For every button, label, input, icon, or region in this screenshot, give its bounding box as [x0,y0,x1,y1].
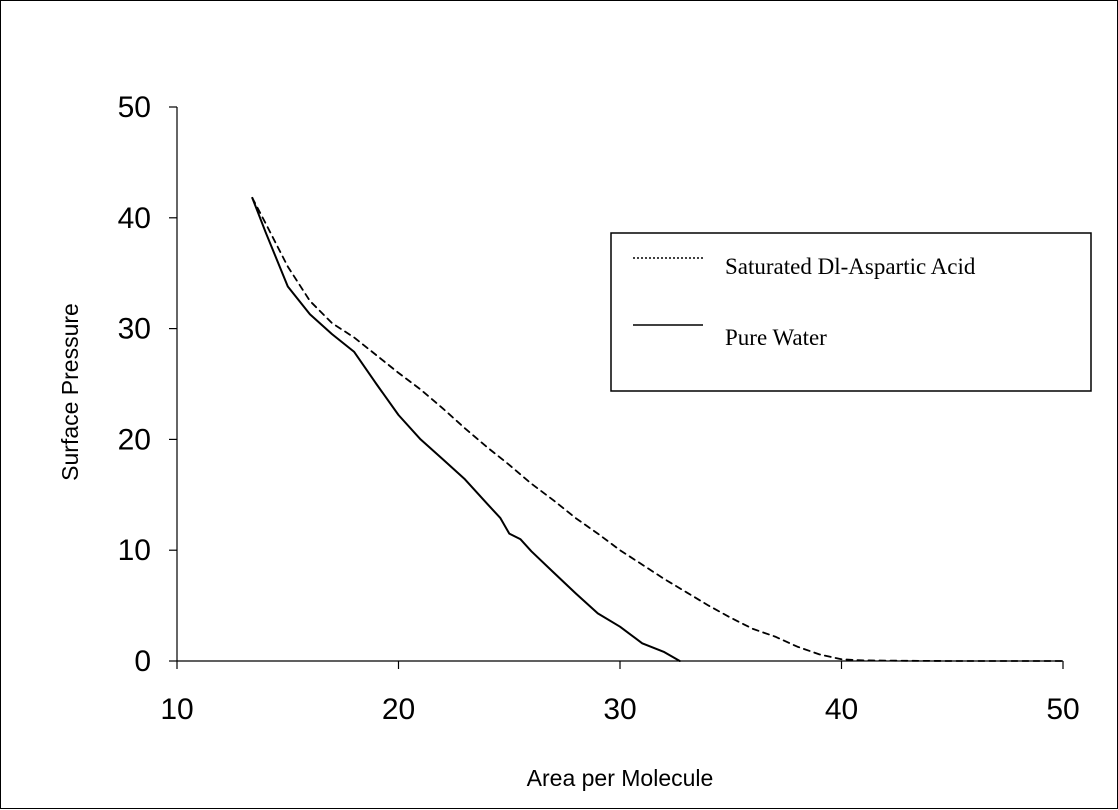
y-tick-label-20: 20 [118,423,151,456]
series-line-pure-water [251,196,681,662]
y-tick-label-50: 50 [118,91,151,124]
y-tick-label-30: 30 [118,313,151,346]
x-tick-label-30: 30 [603,693,636,726]
x-axis-title: Area per Molecule [527,765,714,791]
x-tick-label-50: 50 [1046,693,1079,726]
ticks: 0 10 20 30 40 50 10 20 30 40 50 [118,91,1080,726]
series [251,196,1064,662]
y-tick-label-40: 40 [118,202,151,235]
x-tick-label-10: 10 [160,693,193,726]
y-tick-label-0: 0 [134,645,151,678]
y-axis-title: Surface Pressure [57,303,83,481]
legend-box [610,232,1092,392]
x-tick-label-40: 40 [825,693,858,726]
x-tick-label-20: 20 [382,693,415,726]
y-tick-label-10: 10 [118,534,151,567]
series-line-saturated-dl-aspartic-acid [251,197,1064,662]
legend-label-saturated-dl-aspartic-acid: Saturated Dl-Aspartic Acid [725,254,976,279]
legend-label-pure-water: Pure Water [725,325,827,350]
legend: Saturated Dl-Aspartic Acid Pure Water [610,232,1092,392]
